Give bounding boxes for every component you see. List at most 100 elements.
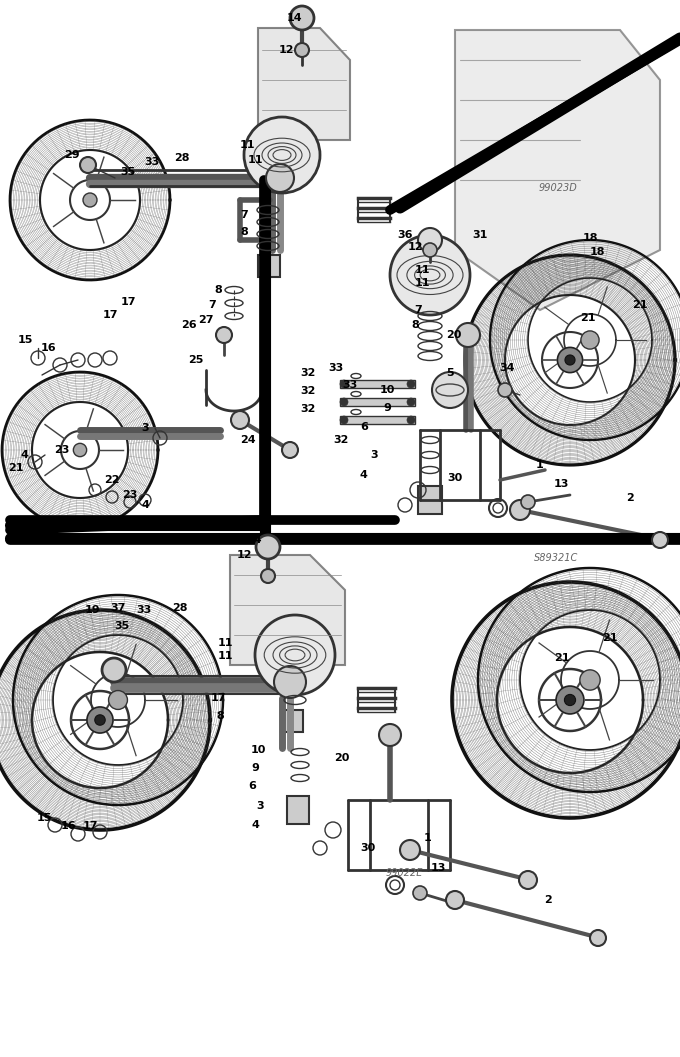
Circle shape — [652, 532, 668, 548]
Circle shape — [102, 659, 126, 682]
Text: 26: 26 — [181, 320, 197, 330]
Text: 11: 11 — [414, 278, 430, 288]
Circle shape — [95, 715, 105, 725]
Text: 10: 10 — [250, 745, 266, 755]
Circle shape — [340, 416, 348, 424]
Text: 6: 6 — [360, 422, 368, 432]
Text: 15: 15 — [36, 813, 52, 823]
Text: 21: 21 — [8, 463, 24, 472]
Text: 8: 8 — [411, 320, 419, 330]
Text: 3: 3 — [256, 801, 264, 811]
Text: 9: 9 — [383, 403, 391, 413]
Text: 22: 22 — [104, 475, 120, 485]
Text: 16: 16 — [61, 821, 75, 831]
Circle shape — [565, 355, 575, 365]
Text: 31: 31 — [473, 230, 488, 240]
Circle shape — [274, 666, 306, 698]
Text: 8: 8 — [240, 227, 248, 237]
Text: 30: 30 — [360, 843, 375, 853]
Text: 4: 4 — [141, 500, 149, 509]
Text: 14: 14 — [248, 535, 262, 545]
Text: 11: 11 — [414, 265, 430, 275]
Text: 18: 18 — [590, 247, 605, 257]
Text: 24: 24 — [240, 435, 256, 445]
Text: 12: 12 — [407, 242, 423, 252]
Circle shape — [400, 840, 420, 860]
Circle shape — [216, 327, 232, 344]
Circle shape — [266, 164, 294, 192]
Circle shape — [456, 323, 480, 347]
Text: 12: 12 — [278, 45, 294, 55]
Circle shape — [340, 398, 348, 406]
Text: 18: 18 — [582, 233, 598, 243]
Circle shape — [590, 930, 606, 946]
Text: 37: 37 — [110, 602, 126, 613]
Circle shape — [390, 235, 470, 315]
Circle shape — [413, 886, 427, 900]
Text: 20: 20 — [335, 753, 350, 763]
Text: 11: 11 — [239, 140, 255, 150]
Text: 99022E: 99022E — [386, 868, 423, 878]
Circle shape — [231, 411, 249, 429]
Text: 3: 3 — [141, 423, 149, 433]
Text: 32: 32 — [301, 404, 316, 414]
Text: 5: 5 — [446, 368, 454, 378]
Circle shape — [73, 443, 86, 457]
Bar — [340, 416, 415, 424]
Circle shape — [521, 495, 535, 509]
Text: 17: 17 — [82, 821, 98, 831]
Text: 33: 33 — [342, 381, 358, 390]
Bar — [340, 398, 415, 406]
Text: 17: 17 — [102, 310, 118, 320]
Text: 4: 4 — [20, 450, 28, 460]
Text: 34: 34 — [499, 363, 515, 373]
Circle shape — [498, 383, 512, 397]
Text: 7: 7 — [208, 300, 216, 310]
Circle shape — [519, 871, 537, 889]
Circle shape — [407, 398, 415, 406]
Circle shape — [244, 117, 320, 193]
Text: 21: 21 — [554, 653, 570, 663]
Text: 30: 30 — [447, 472, 462, 483]
Bar — [258, 255, 280, 277]
Text: 19: 19 — [84, 605, 100, 615]
Circle shape — [295, 43, 309, 57]
Text: 32: 32 — [301, 368, 316, 378]
Text: 13: 13 — [430, 863, 445, 873]
Text: 12: 12 — [236, 550, 252, 560]
Text: 13: 13 — [554, 479, 568, 489]
Text: 11: 11 — [248, 155, 262, 165]
Circle shape — [87, 707, 113, 734]
Text: 1: 1 — [536, 460, 544, 470]
Text: 8: 8 — [216, 711, 224, 721]
Text: 3: 3 — [370, 450, 378, 460]
Text: 20: 20 — [446, 330, 462, 340]
Text: 25: 25 — [188, 355, 204, 365]
Text: 28: 28 — [172, 602, 188, 613]
Text: 16: 16 — [40, 344, 56, 353]
Text: 15: 15 — [17, 335, 33, 345]
Text: 27: 27 — [199, 315, 214, 324]
Text: 23: 23 — [122, 490, 137, 500]
Text: 4: 4 — [359, 470, 367, 480]
Circle shape — [432, 372, 468, 408]
Text: 6: 6 — [248, 781, 256, 791]
Polygon shape — [258, 27, 350, 140]
Text: 1: 1 — [424, 833, 432, 843]
Text: 11: 11 — [217, 638, 233, 648]
Text: 7: 7 — [414, 305, 422, 315]
Circle shape — [423, 243, 437, 257]
Text: 21: 21 — [580, 313, 596, 323]
Circle shape — [418, 228, 442, 252]
Text: 9: 9 — [251, 763, 259, 773]
Circle shape — [282, 442, 298, 458]
Circle shape — [558, 348, 583, 373]
Text: 33: 33 — [137, 605, 152, 615]
Circle shape — [407, 381, 415, 388]
Bar — [418, 486, 442, 514]
Circle shape — [83, 193, 97, 207]
Bar — [287, 796, 309, 824]
Text: 2: 2 — [544, 895, 552, 905]
Text: 21: 21 — [632, 300, 648, 310]
Circle shape — [340, 381, 348, 388]
